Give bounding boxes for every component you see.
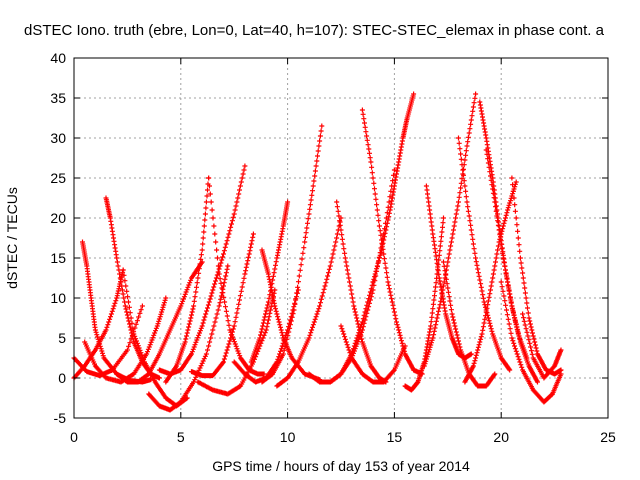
data-point-markers [370, 91, 417, 285]
data-point-markers [327, 167, 397, 385]
data-point-markers [146, 263, 231, 413]
x-tick-label: 25 [600, 429, 616, 445]
data-point-markers [334, 199, 389, 385]
data-series [483, 147, 540, 385]
data-point-markers [103, 195, 162, 381]
x-tick-label: 0 [70, 429, 78, 445]
data-series [334, 199, 389, 385]
data-series [103, 195, 162, 381]
data-series [114, 259, 205, 385]
data-series [520, 311, 564, 381]
data-point-markers [456, 135, 513, 373]
data-series [274, 215, 344, 389]
data-series [423, 183, 474, 361]
data-series [146, 263, 231, 413]
y-axis-label: dSTEC / TECUs [4, 187, 20, 289]
data-point-markers [338, 323, 408, 385]
data-series [456, 135, 513, 373]
data-point-markers [306, 279, 376, 385]
y-tick-label: 15 [50, 250, 66, 266]
y-tick-label: 30 [50, 130, 66, 146]
data-points [71, 91, 564, 413]
data-series [206, 175, 267, 377]
data-point-markers [483, 147, 540, 385]
data-point-markers [206, 175, 267, 377]
data-series [189, 231, 256, 379]
y-tick-label: 0 [58, 370, 66, 386]
data-series [82, 295, 169, 385]
y-tick-label: 10 [50, 290, 66, 306]
y-tick-label: 35 [50, 90, 66, 106]
data-point-markers [114, 259, 205, 385]
data-series [156, 163, 248, 377]
x-axis-label: GPS time / hours of day 153 of year 2014 [212, 458, 470, 474]
y-tick-label: 40 [50, 50, 66, 66]
data-series [402, 215, 446, 393]
data-point-markers [441, 259, 498, 389]
chart-title: dSTEC Iono. truth (ebre, Lon=0, Lat=40, … [24, 22, 605, 39]
data-point-markers [359, 107, 425, 377]
data-point-markers [82, 295, 169, 385]
x-tick-label: 15 [387, 429, 403, 445]
data-point-markers [259, 123, 325, 385]
data-series [509, 175, 564, 377]
data-point-markers [462, 179, 519, 385]
data-point-markers [423, 183, 474, 361]
data-point-markers [520, 311, 564, 381]
data-series [359, 107, 425, 377]
data-series [259, 123, 325, 385]
data-series [306, 279, 376, 385]
y-tick-label: 25 [50, 170, 66, 186]
data-series [441, 259, 498, 389]
data-series [498, 279, 564, 405]
x-tick-label: 5 [177, 429, 185, 445]
data-point-markers [402, 215, 446, 393]
y-tick-label: 20 [50, 210, 66, 226]
data-series [370, 91, 417, 285]
plot-frame [73, 57, 609, 419]
y-tick-label: 5 [58, 330, 66, 346]
data-point-markers [498, 279, 564, 405]
data-point-markers [163, 175, 212, 385]
data-point-markers [156, 163, 248, 377]
data-series [248, 199, 291, 365]
data-point-markers [274, 215, 344, 389]
data-point-markers [248, 199, 291, 365]
data-point-markers [509, 175, 564, 377]
x-tick-label: 20 [493, 429, 509, 445]
data-series [163, 175, 212, 385]
data-point-markers [189, 231, 256, 379]
data-series [338, 323, 408, 385]
x-tick-label: 10 [280, 429, 296, 445]
y-tick-label: -5 [54, 410, 67, 426]
data-series [462, 179, 519, 385]
data-series [327, 167, 397, 385]
